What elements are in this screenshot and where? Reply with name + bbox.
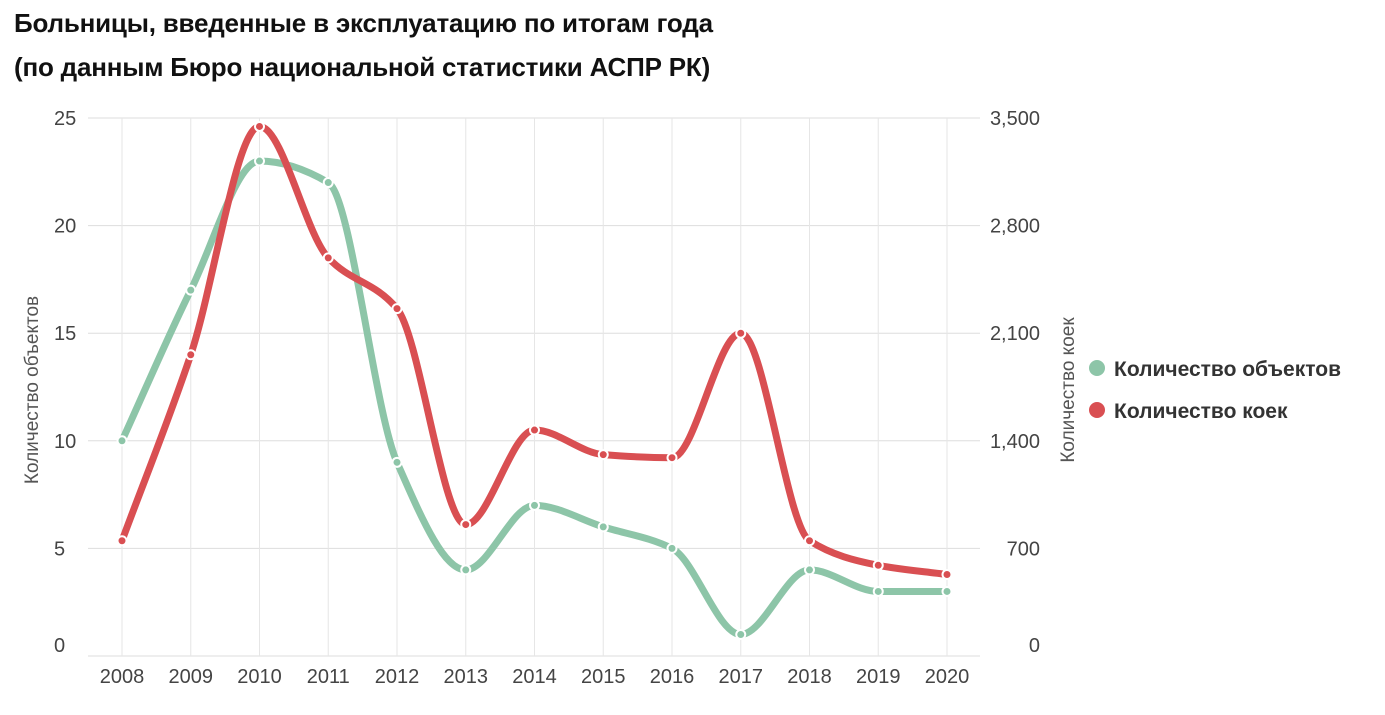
- y-axis-label-right: Количество коек: [1058, 317, 1079, 463]
- y-tick-right: 0: [1029, 635, 1040, 657]
- x-tick-label: 2010: [237, 666, 282, 688]
- y-axis-label-left: Количество объектов: [22, 296, 43, 484]
- data-point-objects: [872, 585, 884, 597]
- data-point-objects: [529, 499, 540, 511]
- series-line-objects: [118, 157, 951, 638]
- data-point-objects: [116, 435, 128, 447]
- data-point-beds: [254, 120, 265, 132]
- legend-marker: [1089, 402, 1105, 418]
- data-point-beds: [322, 252, 334, 264]
- data-point-beds: [185, 349, 197, 361]
- data-point-objects: [941, 585, 953, 597]
- data-point-objects: [322, 177, 334, 189]
- chart-title-line1: Больницы, введенные в эксплуатацию по ит…: [14, 8, 713, 38]
- y-tick-right: 2,100: [990, 323, 1040, 345]
- x-tick-label: 2019: [856, 666, 901, 688]
- grid: [88, 117, 980, 657]
- legend-label: Количество объектов: [1114, 358, 1341, 381]
- data-point-beds: [460, 519, 472, 531]
- data-point-beds: [597, 449, 609, 461]
- data-point-beds: [666, 452, 678, 464]
- data-point-objects: [460, 564, 472, 576]
- data-point-objects: [735, 628, 747, 640]
- x-tick-label: 2009: [169, 666, 214, 688]
- data-point-objects: [597, 521, 609, 533]
- x-tick-label: 2011: [307, 666, 350, 688]
- x-tick-label: 2016: [650, 666, 695, 688]
- data-point-objects: [666, 542, 678, 554]
- y-tick-left: 25: [54, 108, 76, 130]
- data-point-beds: [804, 535, 815, 547]
- y-tick-right: 3,500: [990, 108, 1040, 130]
- data-point-beds: [529, 424, 540, 436]
- data-point-beds: [391, 303, 403, 315]
- data-point-beds: [735, 327, 747, 339]
- y-tick-left: 15: [54, 323, 76, 345]
- x-tick-label: 2017: [719, 666, 764, 688]
- data-points: [116, 120, 953, 640]
- series-lines: [118, 122, 951, 638]
- y-tick-left: 5: [54, 538, 65, 560]
- x-tick-label: 2008: [100, 666, 145, 688]
- data-point-objects: [391, 456, 403, 468]
- series-line-beds: [118, 122, 951, 579]
- y-tick-right: 2,800: [990, 216, 1040, 238]
- x-tick-label: 2018: [787, 666, 832, 688]
- legend: Количество объектов Количество коек: [1089, 358, 1341, 423]
- x-tick-label: 2015: [581, 666, 626, 688]
- y-tick-left: 10: [54, 431, 76, 453]
- y-tick-left: 0: [54, 635, 65, 657]
- axis-ticks: 0 0 5 700 10 1,400 15 2,100 20 2,800 25 3,500 2008 20…: [54, 108, 1040, 688]
- data-point-beds: [941, 569, 953, 581]
- legend-label: Количество коек: [1114, 400, 1288, 423]
- x-tick-label: 2020: [925, 666, 970, 688]
- data-point-objects: [804, 564, 815, 576]
- data-point-beds: [872, 559, 884, 571]
- chart-title-line2: (по данным Бюро национальной статистики …: [14, 52, 711, 82]
- data-point-objects: [254, 155, 265, 167]
- x-tick-label: 2013: [444, 666, 489, 688]
- y-tick-right: 700: [1007, 538, 1040, 560]
- legend-marker: [1089, 360, 1105, 376]
- data-point-objects: [185, 284, 197, 296]
- y-tick-right: 1,400: [990, 431, 1040, 453]
- y-tick-left: 20: [54, 216, 76, 238]
- x-tick-label: 2014: [512, 666, 557, 688]
- x-tick-label: 2012: [375, 666, 420, 688]
- data-point-beds: [116, 535, 128, 547]
